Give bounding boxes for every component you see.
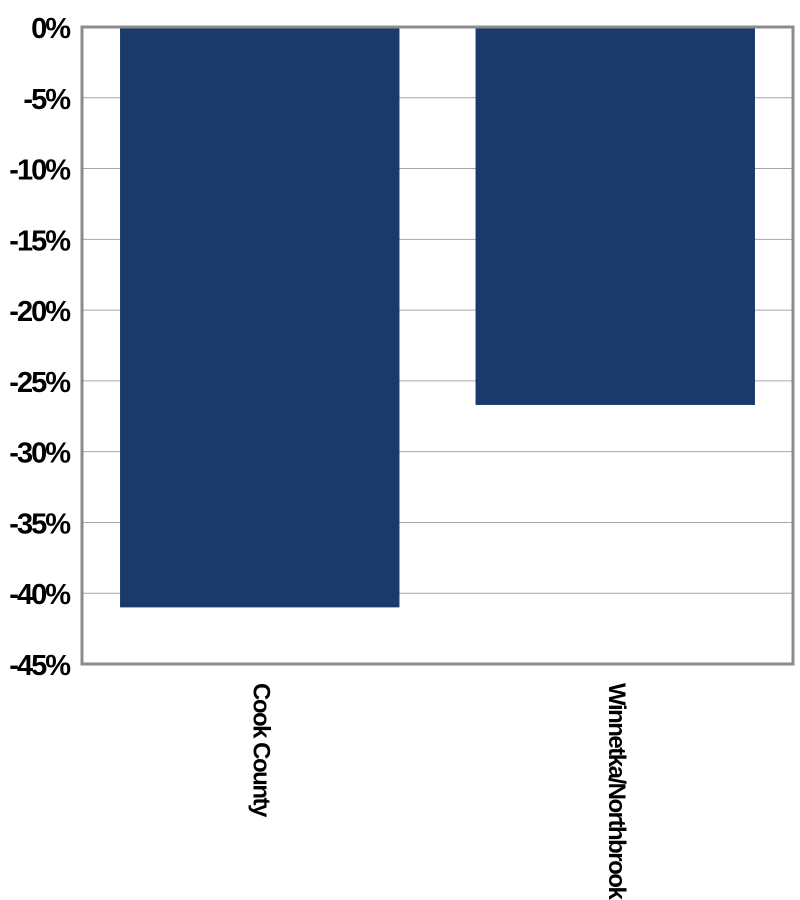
bar-cook-county [120,27,400,608]
y-tick-label: -35% [9,508,71,540]
plot-frame [80,25,795,666]
y-tick-label: -40% [9,579,71,611]
y-tick-label: -45% [9,650,71,682]
x-category-label: Winnetka/Northbrook [603,683,630,900]
y-tick-label: -30% [9,438,71,470]
bars [120,27,755,608]
y-tick-label: -5% [23,84,71,116]
y-tick-label: -10% [9,155,71,187]
y-tick-label: -20% [9,296,71,328]
y-tick-label: 0% [31,13,71,45]
y-tick-label: -15% [9,225,71,257]
x-category-label: Cook County [247,683,274,818]
x-axis-category-labels: Cook County Winnetka/Northbrook [247,683,630,900]
y-tick-label: -25% [9,367,71,399]
bar-winnetka-northbrook [475,27,755,405]
y-axis-tick-labels: 0% -5% -10% -15% -20% -25% -30% -35% -40% -45% [9,13,73,682]
